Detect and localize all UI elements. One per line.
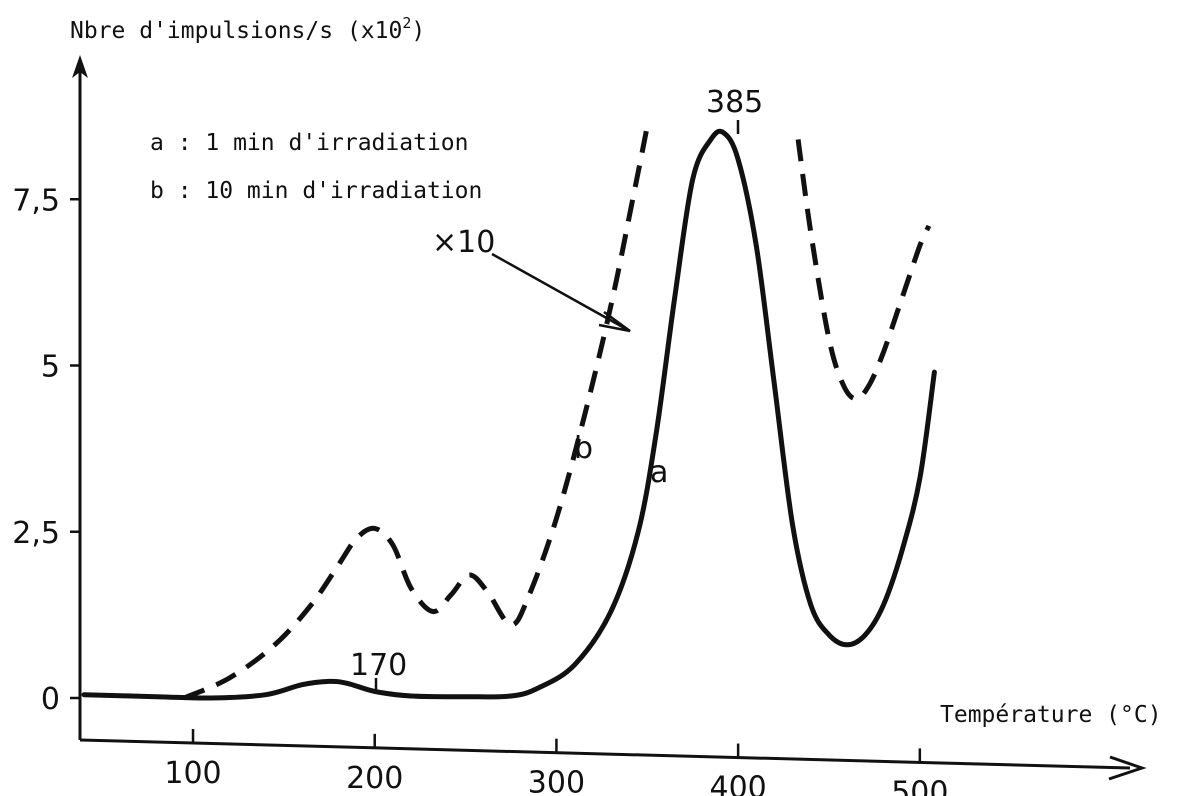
y-axis-title-close: ) [411,18,425,44]
x-axis-title: Température (°C) [940,702,1162,728]
x-tick-label: 100 [164,756,221,791]
y-tick-label: 5 [41,350,60,385]
x-tick-label: 200 [346,761,403,796]
y-tick-label: 2,5 [12,516,60,551]
series-b-label: b [574,431,593,466]
y-axis-title-main: Nbre d'impulsions/s (x10 [70,18,402,44]
peak-label-170: 170 [350,648,407,683]
x-axis [79,738,1131,770]
x-tick-label: 500 [891,775,948,796]
y-axis-arrowhead [72,55,88,78]
annotation-x10: ×10 [432,225,631,333]
series-a-label: a [650,455,668,490]
x-axis-arrowhead [1108,755,1147,781]
y-ticks: 0 2,5 5 7,5 [12,183,80,717]
scale-factor-arrow-shaft [491,252,629,332]
x-tick-label: 400 [709,771,766,796]
y-axis-title-exponent: 2 [402,14,411,32]
y-tick-label: 0 [41,682,60,717]
scale-factor-arrow-head [598,310,631,333]
annotation-385: 385 [706,85,763,134]
y-tick-label: 7,5 [12,183,60,218]
scale-factor-label: ×10 [432,225,495,260]
y-axis-title: Nbre d'impulsions/s (x102) [70,14,425,44]
series-b-curve-segment-2 [795,139,932,402]
x-ticks: 100 200 300 400 500 [164,729,948,796]
peak-label-385: 385 [706,85,763,120]
legend-entry-a: a : 1 min d'irradiation [150,130,469,156]
series-layer [81,125,937,701]
series-a-curve [81,128,937,701]
legend-entry-b: b : 10 min d'irradiation [150,178,482,204]
x-tick-label: 300 [528,766,585,796]
annotation-170: 170 [350,648,407,692]
series-b-curve-segment-1 [182,125,650,701]
